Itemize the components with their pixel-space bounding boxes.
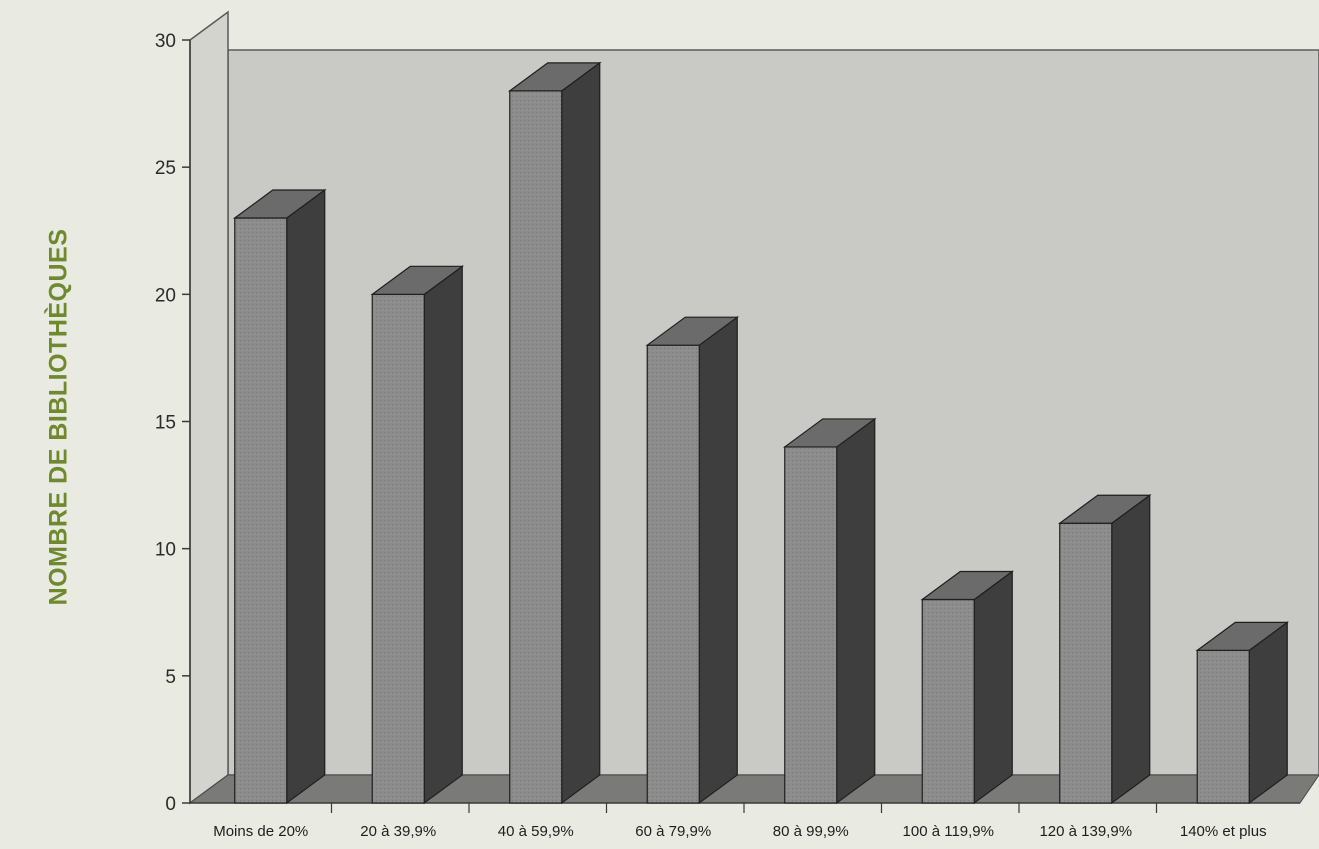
y-tick-label: 10 xyxy=(155,540,176,561)
chart-back-wall xyxy=(188,10,1319,805)
bar xyxy=(1057,494,1152,805)
y-tick-label: 5 xyxy=(165,667,176,688)
y-tick-label: 20 xyxy=(155,285,176,306)
x-tick-label: 120 à 139,9% xyxy=(1039,823,1132,840)
bar-top xyxy=(782,418,877,448)
bar xyxy=(232,188,327,805)
bar-front xyxy=(646,344,700,804)
bar-front xyxy=(509,90,563,804)
bar-top xyxy=(370,265,465,295)
bar-series xyxy=(232,61,1290,805)
bar-front xyxy=(371,293,425,804)
bar-front xyxy=(1196,649,1250,804)
chart-floor xyxy=(188,774,1319,804)
bar-front xyxy=(784,446,838,804)
bar-top xyxy=(645,316,740,346)
bar-top xyxy=(507,62,602,92)
bar xyxy=(1195,621,1290,805)
x-tick-label: 20 à 39,9% xyxy=(360,823,436,840)
bar xyxy=(920,570,1015,805)
x-tick-label: 40 à 59,9% xyxy=(498,823,574,840)
x-tick-label: 140% et plus xyxy=(1180,823,1267,840)
bar-side xyxy=(1111,494,1151,805)
bar-side xyxy=(836,417,876,805)
x-axis-labels: Moins de 20% 20 à 39,9% 40 à 59,9% 60 à 79,… xyxy=(213,823,1266,840)
x-tick-label: 60 à 79,9% xyxy=(635,823,711,840)
bar-side xyxy=(286,188,326,805)
bar-top xyxy=(1195,621,1290,652)
bar-top xyxy=(1057,494,1152,524)
x-tick-label: 80 à 99,9% xyxy=(773,823,849,840)
bar-side xyxy=(423,265,463,805)
y-tick-label: 30 xyxy=(155,31,176,52)
y-tick-label: 15 xyxy=(155,413,176,434)
bar-front xyxy=(234,217,288,804)
bar-top xyxy=(920,570,1015,601)
bar xyxy=(645,316,740,805)
bar-side xyxy=(973,570,1013,805)
bar xyxy=(370,265,465,805)
bar xyxy=(782,417,877,805)
bar-front xyxy=(1059,522,1113,804)
x-tick-label: 100 à 119,9% xyxy=(903,823,994,840)
x-tick-label: Moins de 20% xyxy=(213,823,308,840)
y-tick-label: 25 xyxy=(155,158,176,179)
y-tick-label: 0 xyxy=(165,794,176,815)
side-wall xyxy=(189,10,229,805)
bar-top xyxy=(232,189,327,219)
bar-side xyxy=(561,61,601,805)
bar-front xyxy=(921,598,975,804)
bar-side xyxy=(698,316,738,805)
bar xyxy=(507,61,602,805)
bar-side xyxy=(1248,621,1288,805)
